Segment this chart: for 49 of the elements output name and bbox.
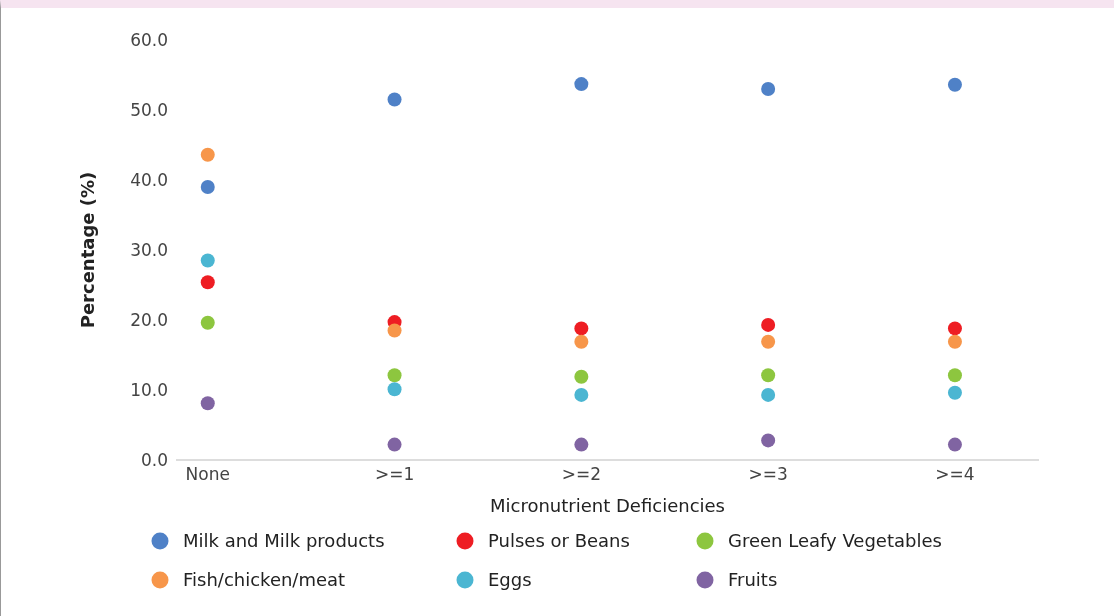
x-tick-label: >=1 [374, 464, 415, 485]
point [761, 82, 776, 96]
point [947, 334, 962, 349]
x-tick-label: None [185, 464, 230, 485]
y-tick-label: 20.0 [130, 310, 168, 331]
legend-label: Milk and Milk products [183, 530, 385, 551]
x-tick-label: >=4 [935, 464, 975, 485]
point [387, 437, 402, 452]
point [574, 369, 589, 384]
point [574, 387, 589, 402]
x-axis-title: Micronutrient Deficiencies [490, 495, 725, 516]
point [200, 275, 215, 290]
legend-label: Eggs [488, 569, 532, 590]
y-tick-label: 60.0 [130, 30, 168, 51]
y-axis-title: Percentage (%) [77, 171, 99, 329]
point [947, 77, 962, 92]
y-tick-label: 40.0 [130, 170, 168, 191]
point [200, 253, 215, 268]
x-tick-label: >=3 [748, 464, 788, 485]
point [761, 387, 776, 402]
y-tick-label: 50.0 [130, 100, 168, 121]
legend-label: Green Leafy Vegetables [728, 530, 942, 551]
point [761, 368, 776, 383]
point [387, 368, 402, 383]
legend-label: Pulses or Beans [488, 530, 630, 551]
y-tick-label: 10.0 [130, 380, 168, 401]
point [387, 323, 402, 338]
point [574, 334, 589, 349]
point [387, 382, 402, 397]
y-tick-label: 30.0 [130, 240, 168, 261]
point [200, 396, 215, 411]
point [574, 437, 589, 452]
point [947, 321, 962, 336]
point [947, 437, 962, 452]
point [387, 92, 402, 107]
legend-label: Fruits [728, 569, 778, 590]
point [761, 433, 776, 448]
x-tick-label: >=2 [561, 464, 601, 485]
point [200, 180, 215, 194]
point [200, 315, 215, 330]
point [574, 321, 589, 336]
point [761, 334, 776, 349]
point [574, 77, 589, 92]
point [947, 368, 962, 383]
legend-label: Fish/chicken/meat [183, 569, 346, 590]
y-tick-label: 0.0 [140, 450, 168, 471]
point [761, 317, 776, 332]
point [947, 385, 962, 400]
point [200, 147, 215, 162]
